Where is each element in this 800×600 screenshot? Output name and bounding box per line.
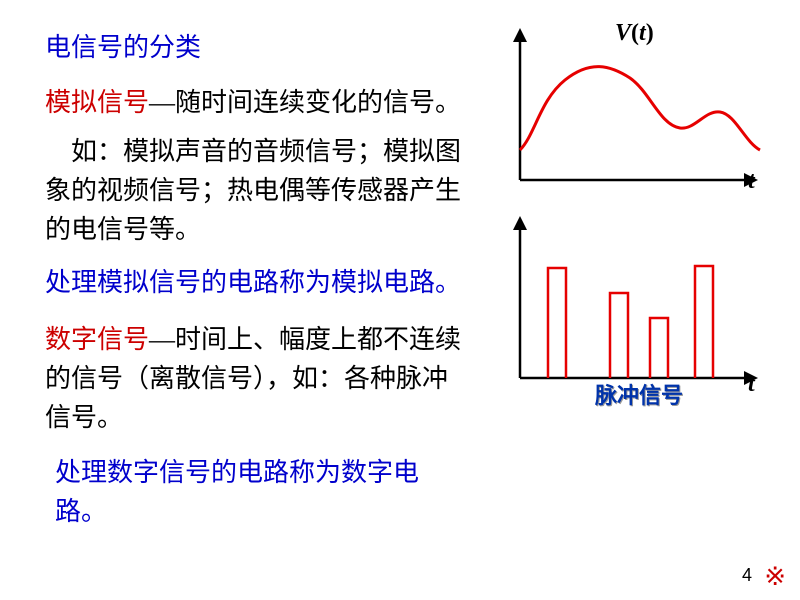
page-number: 4: [742, 565, 752, 586]
pulse-signal-label: 脉冲信号: [595, 378, 683, 410]
paragraph-digital-circuit: 处理数字信号的电路称为数字电路。: [45, 453, 465, 531]
digital-lead: 数字信号: [45, 325, 149, 354]
chart2-x-label: t: [748, 371, 755, 398]
paragraph-analog-def: 模拟信号—随时间连续变化的信号。: [45, 83, 465, 122]
chart1-y-label: V(t): [615, 20, 654, 47]
digital-chart: t 脉冲信号: [480, 208, 770, 408]
analog-chart: V(t) t: [480, 20, 770, 200]
analog-rest: —随时间连续变化的信号。: [149, 88, 461, 117]
paragraph-analog-examples: 如：模拟声音的音频信号；模拟图象的视频信号；热电偶等传感器产生的电信号等。: [45, 132, 465, 249]
charts-area: V(t) t t 脉冲信号: [480, 20, 780, 408]
analog-chart-svg: [480, 20, 770, 200]
reference-marker: ※: [764, 562, 786, 592]
chart1-t-paren: t: [639, 20, 646, 46]
chart1-v-label: V: [615, 20, 631, 46]
analog-lead: 模拟信号: [45, 88, 149, 117]
chart1-x-label: t: [748, 168, 755, 195]
paragraph-digital-def: 数字信号—时间上、幅度上都不连续的信号（离散信号），如：各种脉冲信号。: [45, 320, 465, 437]
paragraph-analog-circuit: 处理模拟信号的电路称为模拟电路。: [45, 263, 465, 302]
section-title: 电信号的分类: [45, 28, 465, 67]
